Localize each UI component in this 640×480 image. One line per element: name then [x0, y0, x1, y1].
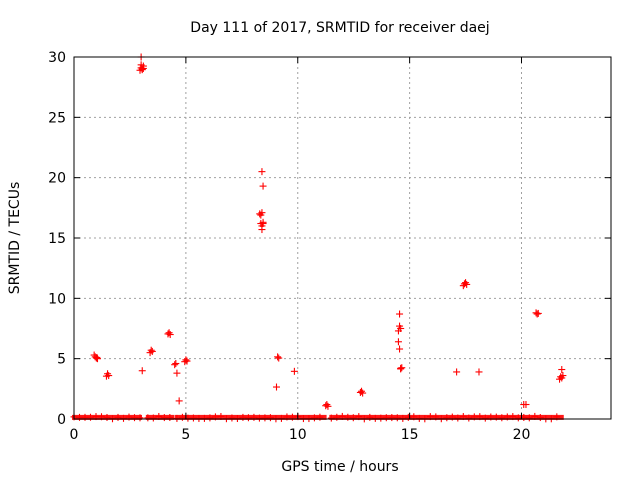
- data-point: [359, 389, 367, 397]
- baseline-point: [178, 413, 186, 421]
- data-point: [259, 182, 267, 190]
- data-point: [558, 366, 566, 374]
- y-tick-label: 0: [57, 412, 66, 428]
- baseline-point: [266, 414, 274, 422]
- axes: 0 5 10 15 20 0 5 10 15 20 25 30: [48, 50, 612, 443]
- baseline-point: [166, 413, 174, 421]
- baseline-point: [149, 414, 157, 422]
- data-point: [139, 64, 147, 72]
- baseline-point: [525, 414, 533, 422]
- data-point: [397, 364, 405, 372]
- data-point: [258, 226, 266, 234]
- baseline-point: [316, 413, 324, 421]
- baseline-point: [399, 414, 407, 422]
- data-point: [166, 331, 174, 339]
- y-tick-label: 5: [57, 352, 66, 368]
- baseline-point: [173, 414, 181, 422]
- baseline-cluster: [145, 414, 175, 420]
- baseline-point: [136, 414, 144, 422]
- baseline-point: [103, 413, 111, 421]
- x-axis-title: GPS time / hours: [281, 459, 398, 475]
- data-points: [70, 53, 567, 423]
- baseline-point: [333, 413, 341, 421]
- data-point: [323, 401, 331, 409]
- data-point: [137, 61, 145, 69]
- baseline-point: [498, 414, 506, 422]
- baseline-point: [349, 414, 357, 422]
- data-point: [105, 372, 113, 380]
- data-point: [138, 66, 146, 74]
- data-point: [172, 359, 180, 367]
- baseline-point: [366, 413, 374, 421]
- x-tick-label: 0: [70, 427, 79, 443]
- data-point: [394, 338, 402, 346]
- data-point: [175, 397, 183, 405]
- baseline-point: [233, 414, 241, 422]
- data-point: [93, 355, 101, 363]
- data-point: [93, 353, 101, 361]
- baseline-point: [206, 414, 214, 422]
- data-point: [396, 310, 404, 318]
- data-point: [182, 356, 190, 364]
- y-tick-label: 20: [48, 171, 66, 187]
- x-tick-label: 15: [401, 427, 419, 443]
- baseline-point: [250, 413, 258, 421]
- data-point: [147, 346, 155, 354]
- baseline-point: [277, 414, 285, 422]
- y-tick-label: 15: [48, 231, 66, 247]
- y-tick-label: 30: [48, 50, 66, 66]
- y-tick-label: 10: [48, 291, 66, 307]
- data-point: [533, 310, 541, 318]
- data-point: [171, 361, 179, 369]
- data-point: [165, 329, 173, 337]
- y-tick-label: 25: [48, 110, 66, 126]
- baseline-point: [481, 414, 489, 422]
- data-point: [358, 387, 366, 395]
- data-point: [258, 168, 266, 176]
- data-point: [259, 220, 267, 228]
- data-point: [398, 364, 406, 372]
- baseline-point: [114, 413, 122, 421]
- baseline-point: [310, 414, 318, 422]
- data-point: [396, 345, 404, 353]
- data-point: [453, 368, 461, 376]
- baseline-point: [454, 414, 462, 422]
- data-point: [272, 383, 280, 391]
- data-point: [274, 353, 282, 361]
- baseline-point: [404, 413, 412, 421]
- data-point: [148, 347, 156, 355]
- data-point: [183, 357, 191, 365]
- data-point: [138, 367, 146, 375]
- baseline-point: [536, 414, 544, 422]
- grid: [74, 57, 611, 419]
- baseline-point: [327, 414, 335, 422]
- data-point: [559, 372, 567, 380]
- data-point: [324, 402, 332, 410]
- data-point: [290, 367, 298, 375]
- baseline-point: [87, 413, 94, 421]
- x-tick-label: 5: [181, 427, 190, 443]
- baseline-point: [393, 414, 401, 422]
- baseline-point: [443, 414, 451, 422]
- data-point: [522, 401, 530, 409]
- data-point: [397, 325, 405, 332]
- x-tick-label: 10: [289, 427, 307, 443]
- chart-title: Day 111 of 2017, SRMTID for receiver dae…: [190, 20, 489, 36]
- data-point: [534, 309, 542, 317]
- y-axis-title: SRMTID / TECUs: [7, 182, 23, 295]
- data-point: [258, 209, 266, 217]
- baseline-point: [120, 414, 127, 422]
- data-point: [173, 369, 181, 377]
- data-point: [275, 354, 283, 362]
- baseline-point: [465, 414, 473, 422]
- data-point: [475, 368, 483, 376]
- data-point: [463, 280, 471, 288]
- x-tick-label: 20: [513, 427, 531, 443]
